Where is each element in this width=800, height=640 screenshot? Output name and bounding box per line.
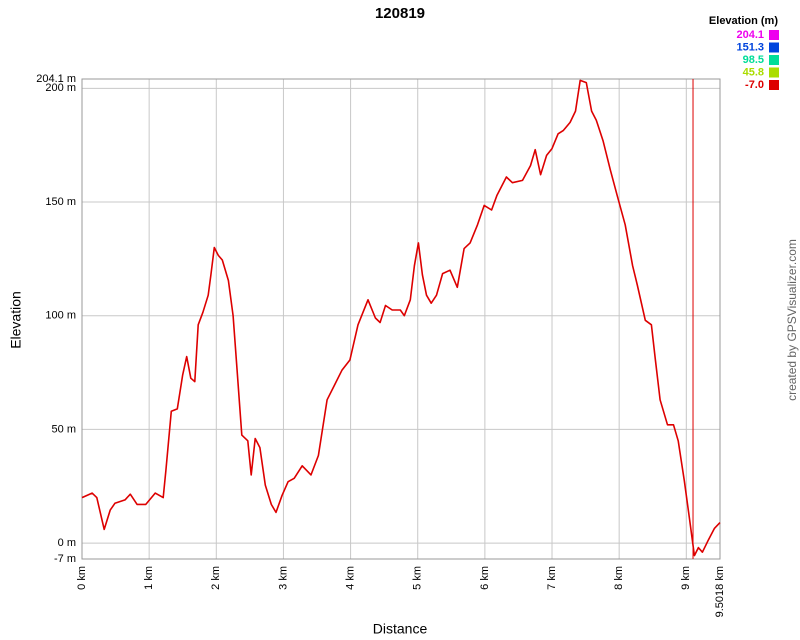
x-tick-label: 0 km [76, 566, 88, 590]
legend-label: 45.8 [743, 66, 764, 78]
y-tick-label: 200 m [45, 82, 76, 94]
x-tick-label: 9 km [680, 566, 692, 590]
y-tick-label: 100 m [45, 310, 76, 322]
credit: created by GPSVisualizer.com [785, 239, 799, 401]
legend-label: 151.3 [736, 41, 764, 53]
y-tick-label: 150 m [45, 196, 76, 208]
x-tick-label: 3 km [277, 566, 289, 590]
x-tick-label: 1 km [143, 566, 155, 590]
legend-title: Elevation (m) [709, 15, 778, 27]
x-tick-label: 9.5018 km [714, 566, 726, 617]
legend-label: -7.0 [745, 79, 764, 91]
y-tick-label: 0 m [58, 537, 76, 549]
x-tick-label: 4 km [344, 566, 356, 590]
legend-swatch [769, 80, 779, 90]
elevation-line [81, 79, 721, 557]
legend-swatch [769, 67, 779, 78]
legend-swatch [769, 55, 779, 65]
chart-title: 120819 [375, 5, 425, 22]
x-axis-title: Distance [373, 621, 428, 637]
y-tick-label: 50 m [52, 423, 76, 435]
x-tick-label: 5 km [412, 566, 424, 590]
x-tick-label: 2 km [210, 566, 222, 590]
legend-label: 204.1 [736, 29, 764, 41]
legend-swatch [769, 30, 779, 40]
x-tick-label: 7 km [546, 566, 558, 590]
y-axis-title: Elevation [8, 291, 24, 349]
legend-swatch [769, 42, 779, 53]
x-tick-label: 8 km [613, 566, 625, 590]
legend-label: 98.5 [743, 54, 764, 66]
y-tick-label: -7 m [54, 553, 76, 565]
x-tick-label: 6 km [479, 566, 491, 590]
y-tick-label: 204.1 m [36, 73, 76, 85]
plot-frame [81, 78, 721, 560]
